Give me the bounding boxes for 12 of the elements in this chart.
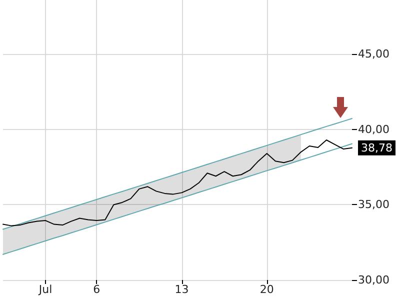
x-tick-label: 6 [93, 283, 100, 296]
y-tick-label: 30,00 [358, 274, 390, 286]
line-series [2, 118, 352, 230]
x-tick-label: Jul [38, 283, 52, 296]
y-tick-label: 45,00 [358, 48, 390, 61]
x-tick-label: 20 [260, 283, 274, 296]
data-label: 38,78 [361, 141, 392, 154]
line-series [2, 143, 352, 255]
line-series [2, 140, 352, 226]
y-tick-label: 35,00 [358, 198, 390, 212]
y-tick-label: 40,00 [358, 122, 390, 136]
x-tick-label: 13 [174, 283, 189, 296]
